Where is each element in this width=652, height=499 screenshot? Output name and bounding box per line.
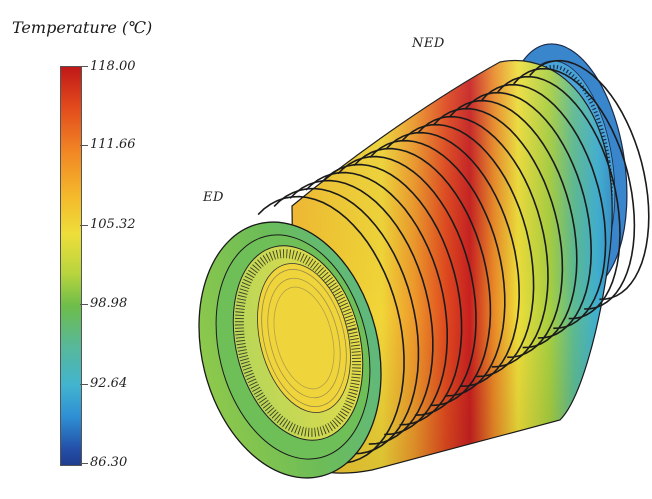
cooling-fin [369, 139, 506, 397]
colorbar-label-4: 98.98 [90, 296, 128, 311]
cooling-fin [513, 67, 636, 310]
cooling-fin [497, 75, 621, 320]
legend-title: Temperature (℃) [12, 18, 153, 37]
colorbar-tick [80, 66, 88, 67]
colorbar-label-3: 105.32 [90, 217, 136, 232]
colorbar-tick [80, 384, 88, 385]
cooling-fin [449, 99, 578, 349]
cooling-fin [337, 155, 477, 416]
ed-label: ED [203, 190, 224, 205]
cooling-fin [305, 171, 448, 436]
ned-label: NED [412, 36, 445, 51]
colorbar-tick [80, 145, 88, 146]
ed-end-ring [198, 221, 382, 479]
temperature-colorbar [60, 66, 82, 466]
colorbar-tick [80, 463, 88, 464]
cooling-fin [465, 91, 593, 339]
cooling-fin [417, 115, 549, 368]
cooling-fin [481, 83, 607, 330]
cooling-fin [385, 131, 521, 387]
cooling-fin [529, 59, 650, 301]
colorbar-label-2: 111.66 [90, 137, 136, 152]
colorbar-label-max: 118.00 [90, 59, 136, 74]
cooling-fin [401, 123, 535, 378]
colorbar-tick [80, 304, 88, 305]
cooling-fin [433, 107, 564, 359]
cooling-fin [257, 195, 405, 465]
cooling-fin [273, 187, 420, 455]
colorbar-tick [80, 225, 88, 226]
cooling-fin [353, 147, 492, 407]
cooling-fin [321, 163, 463, 426]
colorbar-label-min: 86.30 [90, 455, 128, 470]
colorbar-label-5: 92.64 [90, 376, 128, 391]
cooling-fin [289, 179, 434, 445]
